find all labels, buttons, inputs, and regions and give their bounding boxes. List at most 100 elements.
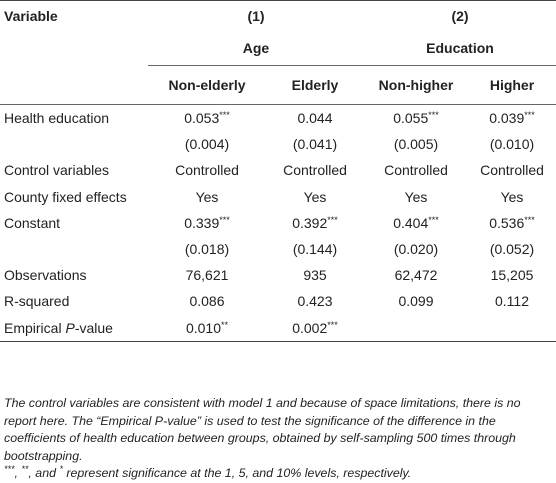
variable-header: Variable xyxy=(0,0,148,31)
table-cell: 0.053*** xyxy=(148,105,266,132)
significance-stars: *** xyxy=(219,214,230,225)
table-cell: 0.099 xyxy=(364,288,468,314)
significance-stars: *** xyxy=(428,110,439,121)
row-label: R-squared xyxy=(4,293,70,310)
significance-stars: *** xyxy=(219,110,230,121)
significance-stars: *** xyxy=(524,214,535,225)
cell-value: (0.005) xyxy=(393,136,439,153)
table-cell: (0.018) xyxy=(148,236,266,262)
table-body: Health education 0.053*** 0.044 0.055*** 0.0… xyxy=(0,105,556,342)
table-cell: 0.423 xyxy=(266,288,364,314)
cell-value: Controlled xyxy=(283,162,347,179)
table-cell: Yes xyxy=(148,184,266,210)
cell-value: (0.052) xyxy=(489,241,535,258)
cell-value: 0.053 xyxy=(184,110,220,127)
cell-value: Yes xyxy=(195,188,219,205)
table-cell: 0.002*** xyxy=(266,314,364,342)
table-notes: The control variables are consistent wit… xyxy=(4,395,552,483)
table-cell: Controlled xyxy=(364,157,468,183)
row-label xyxy=(0,131,148,157)
significance-stars: *** xyxy=(327,319,338,330)
row-label: Empirical P-value xyxy=(0,314,148,342)
cell-value: 0.002 xyxy=(292,319,328,336)
cell-value: 0.536 xyxy=(489,214,525,231)
table-cell: Yes xyxy=(468,184,556,210)
table-row: County fixed effects Yes Yes Yes Yes xyxy=(0,184,556,210)
significance-2-star: ** xyxy=(21,464,29,474)
cell-value: 0.392 xyxy=(292,214,328,231)
row-label: Health education xyxy=(4,110,110,127)
table-row: Control variables Controlled Controlled Con… xyxy=(0,157,556,183)
table-cell: (0.010) xyxy=(468,131,556,157)
regression-table: Variable (1) (2) Age Education Non-elder… xyxy=(0,0,556,342)
note-significance-text: represent significance at the 1, 5, and … xyxy=(62,466,412,480)
cell-value: Yes xyxy=(500,188,524,205)
cell-value: (0.144) xyxy=(292,241,338,258)
cell-value: (0.018) xyxy=(184,241,230,258)
table-cell: 0.086 xyxy=(148,288,266,314)
group2-number: (2) xyxy=(364,0,556,31)
significance-1-star: * xyxy=(59,464,63,474)
note-paragraph-2: ***, **, and * represent significance at… xyxy=(4,465,552,483)
cell-value: (0.041) xyxy=(292,136,338,153)
table-cell: 0.536*** xyxy=(468,210,556,236)
significance-stars: *** xyxy=(428,214,439,225)
group1-name: Age xyxy=(148,31,364,66)
cell-value: 62,472 xyxy=(394,267,438,284)
table-cell xyxy=(468,314,556,342)
table-row: R-squared 0.086 0.423 0.099 0.112 xyxy=(0,288,556,314)
row-label-part: P xyxy=(65,319,75,336)
table-cell: 935 xyxy=(266,262,364,288)
group1-number: (1) xyxy=(148,0,364,31)
cell-value: (0.020) xyxy=(393,241,439,258)
cell-value: (0.004) xyxy=(184,136,230,153)
column-header-higher: Higher xyxy=(468,65,556,105)
cell-value: 76,621 xyxy=(185,267,229,284)
significance-stars: *** xyxy=(327,214,338,225)
table-cell: Yes xyxy=(364,184,468,210)
cell-value: Controlled xyxy=(480,162,544,179)
table-cell: (0.052) xyxy=(468,236,556,262)
row-label: County fixed effects xyxy=(4,188,127,205)
table-row: Health education 0.053*** 0.044 0.055*** 0.0… xyxy=(0,105,556,132)
table-cell: Controlled xyxy=(468,157,556,183)
column-header-non-higher: Non-higher xyxy=(364,65,468,105)
table-cell: 0.039*** xyxy=(468,105,556,132)
table-cell: 0.404*** xyxy=(364,210,468,236)
cell-value: 0.055 xyxy=(393,110,429,127)
table-row: (0.004) (0.041) (0.005) (0.010) xyxy=(0,131,556,157)
column-header-elderly: Elderly xyxy=(266,65,364,105)
table-cell: 62,472 xyxy=(364,262,468,288)
table-cell: 76,621 xyxy=(148,262,266,288)
significance-stars: *** xyxy=(524,110,535,121)
table-row: Observations 76,621 935 62,472 15,205 xyxy=(0,262,556,288)
cell-value: 0.086 xyxy=(189,293,225,310)
cell-value: 0.404 xyxy=(393,214,429,231)
table-cell: (0.004) xyxy=(148,131,266,157)
cell-value: 0.339 xyxy=(184,214,220,231)
table-cell: Yes xyxy=(266,184,364,210)
table-row: Constant 0.339*** 0.392*** 0.404*** 0.536*** xyxy=(0,210,556,236)
note-paragraph-1: The control variables are consistent wit… xyxy=(4,396,521,463)
table-cell: Controlled xyxy=(266,157,364,183)
table-cell xyxy=(364,314,468,342)
row-label: Observations xyxy=(4,267,87,284)
table-cell: (0.041) xyxy=(266,131,364,157)
cell-value: 0.010 xyxy=(185,319,222,336)
table-cell: 0.392*** xyxy=(266,210,364,236)
cell-value: 15,205 xyxy=(490,267,534,284)
column-header-non-elderly: Non-elderly xyxy=(148,65,266,105)
cell-value: Yes xyxy=(404,188,428,205)
table-cell: 0.044 xyxy=(266,105,364,132)
row-label-part: -value xyxy=(74,319,113,336)
cell-value: 0.039 xyxy=(489,110,525,127)
row-label: Control variables xyxy=(4,162,110,179)
table-cell: 0.339*** xyxy=(148,210,266,236)
cell-value: Controlled xyxy=(175,162,239,179)
table-cell: 15,205 xyxy=(468,262,556,288)
row-label-part: Empirical xyxy=(4,319,66,336)
table-cell: Controlled xyxy=(148,157,266,183)
table-cell: 0.112 xyxy=(468,288,556,314)
header-spacer xyxy=(0,65,148,105)
